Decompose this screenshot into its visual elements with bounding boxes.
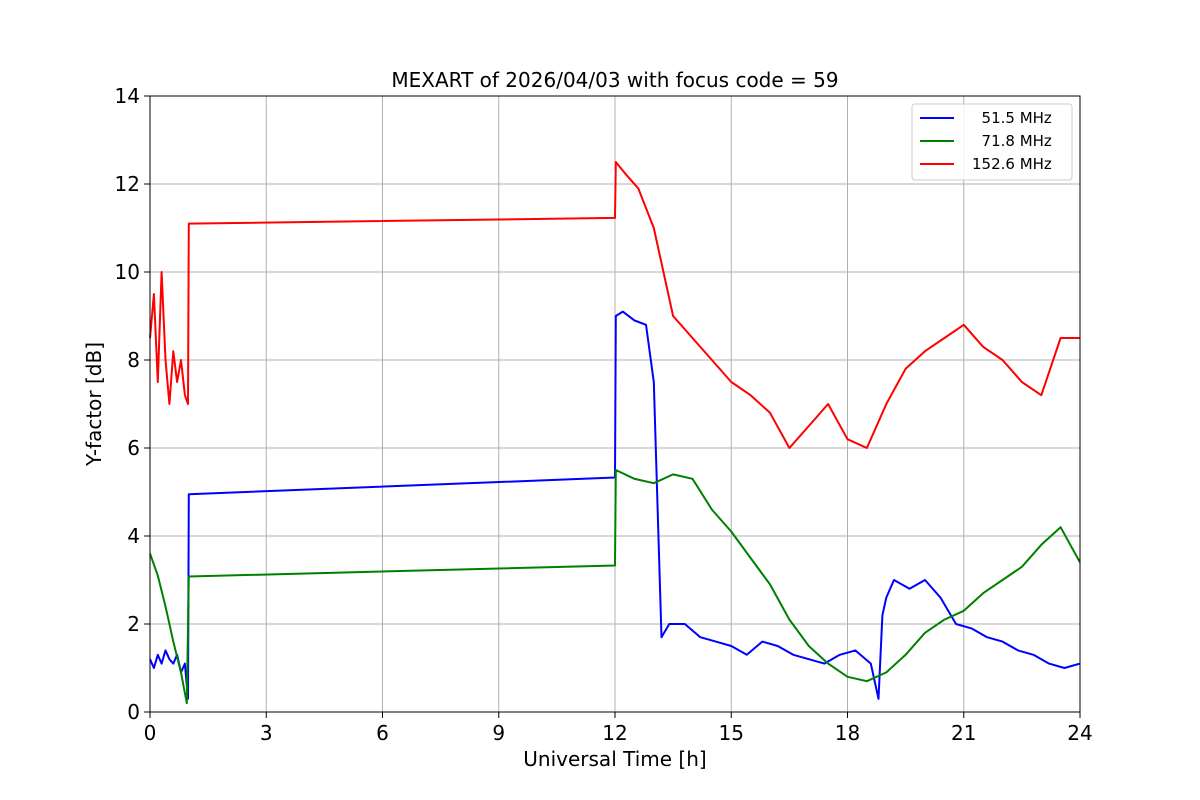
x-tick-label: 15 (719, 721, 744, 745)
legend-box (911, 103, 1073, 181)
legend: 51.5 MHz 71.8 MHz 152.6 MHz (911, 103, 1073, 181)
y-tick-label: 4 (127, 524, 140, 548)
y-tick-label: 0 (127, 700, 140, 724)
x-tick-label: 0 (144, 721, 157, 745)
x-tick-label: 24 (1067, 721, 1092, 745)
x-tick-label: 12 (602, 721, 627, 745)
legend-label-0: 51.5 MHz (972, 109, 1052, 127)
series-line-2 (149, 161, 1080, 449)
x-tick-label: 9 (492, 721, 505, 745)
legend-label-2: 152.6 MHz (972, 155, 1052, 173)
y-axis: 0 2 4 6 8 10 12 14 (115, 84, 150, 724)
series-layer (149, 161, 1081, 705)
series-line-1 (149, 469, 1081, 705)
y-tick-label: 14 (115, 84, 140, 108)
chart-title: MEXART of 2026/04/03 with focus code = 5… (391, 68, 838, 92)
legend-label-1: 71.8 MHz (972, 132, 1052, 150)
y-tick-label: 2 (127, 612, 140, 636)
x-tick-label: 3 (260, 721, 273, 745)
y-tick-label: 12 (115, 172, 140, 196)
y-tick-label: 6 (127, 436, 140, 460)
x-axis-title: Universal Time [h] (523, 747, 706, 771)
x-tick-label: 18 (835, 721, 860, 745)
x-axis: 0 3 6 9 12 15 18 21 24 (144, 712, 1093, 745)
y-tick-label: 8 (127, 348, 140, 372)
x-tick-label: 6 (376, 721, 389, 745)
y-axis-title: Y-factor [dB] (82, 342, 106, 467)
y-tick-label: 10 (115, 260, 140, 284)
x-tick-label: 21 (951, 721, 976, 745)
